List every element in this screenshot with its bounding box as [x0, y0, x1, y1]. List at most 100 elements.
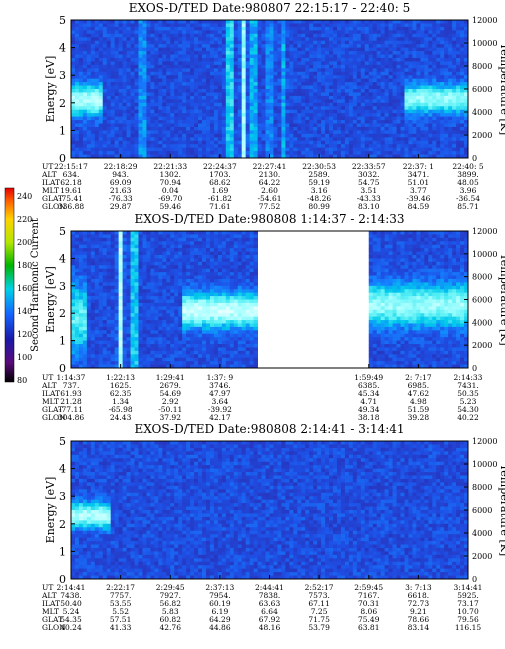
spectrogram-cell — [150, 102, 155, 107]
spectrogram-cell — [202, 102, 207, 107]
spectrogram-cell — [309, 154, 314, 159]
spectrogram-cell — [90, 102, 96, 107]
spectrogram-cell — [428, 120, 433, 124]
spectrogram-cell — [297, 137, 302, 142]
spectrogram-cell — [293, 126, 298, 131]
spectrogram-cell — [90, 323, 96, 328]
spectrogram-cell — [71, 292, 76, 297]
spectrogram-cell — [182, 95, 187, 100]
spectrogram-cell — [74, 51, 80, 55]
spectrogram-cell — [114, 364, 120, 369]
spectrogram-cell — [229, 154, 235, 159]
spectrogram-cell — [110, 251, 116, 256]
spectrogram-cell — [190, 137, 195, 142]
spectrogram-cell — [376, 147, 382, 152]
spectrogram-cell — [130, 68, 135, 73]
spectrogram-cell — [86, 234, 92, 239]
spectrogram-cell — [154, 140, 159, 145]
spectrogram-cell — [166, 102, 171, 107]
spectrogram-cell — [78, 251, 84, 256]
spectrogram-cell — [114, 344, 120, 348]
spectrogram-cell — [114, 313, 120, 318]
spectrogram-cell — [82, 78, 88, 83]
spectrogram-cell — [134, 68, 139, 73]
spectrogram-cell — [344, 47, 350, 52]
spectrogram-cell — [154, 254, 159, 259]
spectrogram-cell — [98, 140, 104, 145]
spectrogram-cell — [329, 133, 334, 138]
spectrogram-cell — [166, 37, 171, 42]
spectrogram-cell — [372, 92, 378, 97]
spectrogram-cell — [114, 113, 120, 117]
spectrogram-cell — [118, 316, 124, 321]
spectrogram-cell — [329, 123, 334, 128]
spectrogram-cell — [98, 68, 104, 73]
spectrogram-cell — [380, 130, 386, 135]
spectrogram-cell — [360, 147, 366, 152]
spectrogram-cell — [194, 106, 199, 111]
spectrogram-cell — [360, 85, 366, 90]
spectrogram-cell — [440, 113, 445, 117]
spectrogram-cell — [396, 40, 401, 45]
spectrogram-cell — [78, 357, 84, 362]
spectrogram-cell — [154, 82, 159, 86]
spectrogram-cell — [233, 144, 239, 149]
spectrogram-cell — [150, 40, 155, 45]
spectrogram-cell — [368, 71, 374, 76]
spectrogram-cell — [82, 44, 88, 48]
spectrogram-cell — [138, 47, 143, 52]
spectrogram-cell — [190, 82, 195, 86]
spectrogram-cell — [158, 106, 163, 111]
spectrogram-cell — [94, 316, 100, 321]
spectrogram-cell — [412, 144, 417, 149]
spectrogram-cell — [368, 20, 374, 24]
spectrogram-cell — [142, 154, 147, 159]
spectrogram-cell — [249, 51, 255, 55]
spectrogram-cell — [98, 89, 104, 93]
spectrogram-cell — [309, 95, 314, 100]
spectrogram-cell — [336, 40, 342, 45]
spectrogram-cell — [305, 89, 310, 93]
orbit-value: 22:21:33 — [153, 162, 187, 171]
spectrogram-cell — [106, 251, 112, 256]
spectrogram-cell — [464, 99, 469, 104]
spectrogram-cell — [122, 85, 127, 90]
spectrogram-cell — [213, 109, 219, 114]
spectrogram-cell — [344, 78, 350, 83]
spectrogram-cell — [78, 120, 84, 124]
spectrogram-cell — [392, 71, 397, 76]
spectrogram-cell — [360, 102, 366, 107]
spectrogram-cell — [74, 78, 80, 83]
spectrogram-cell — [126, 275, 131, 280]
spectrogram-cell — [380, 26, 386, 31]
spectrogram-cell — [166, 154, 171, 159]
spectrogram-cell — [98, 33, 104, 38]
spectrogram-cell — [265, 130, 270, 135]
spectrogram-cell — [162, 113, 167, 117]
spectrogram-cell — [205, 40, 211, 45]
spectrogram-cell — [396, 109, 401, 114]
spectrogram-cell — [205, 51, 211, 55]
spectrogram-cell — [138, 347, 143, 352]
spectrogram-cell — [102, 123, 108, 128]
spectrogram-cell — [281, 120, 286, 124]
spectrogram-cell — [174, 151, 179, 155]
spectrogram-cell — [448, 102, 453, 107]
spectrogram-cell — [285, 120, 290, 124]
spectrogram-cell — [114, 350, 120, 355]
spectrogram-cell — [146, 282, 151, 287]
spectrogram-cell — [273, 133, 278, 138]
spectrogram-cell — [194, 102, 199, 107]
spectrogram-cell — [78, 248, 84, 252]
spectrogram-cell — [257, 144, 262, 149]
spectrogram-cell — [309, 33, 314, 38]
spectrogram-cell — [368, 40, 374, 45]
spectrogram-cell — [348, 113, 354, 117]
spectrogram-cell — [329, 113, 334, 117]
spectrogram-cell — [380, 20, 386, 24]
spectrogram-cell — [321, 61, 326, 66]
spectrogram-cell — [440, 99, 445, 104]
spectrogram-cell — [221, 133, 227, 138]
spectrogram-cell — [114, 64, 120, 69]
spectrogram-cell — [154, 248, 159, 252]
